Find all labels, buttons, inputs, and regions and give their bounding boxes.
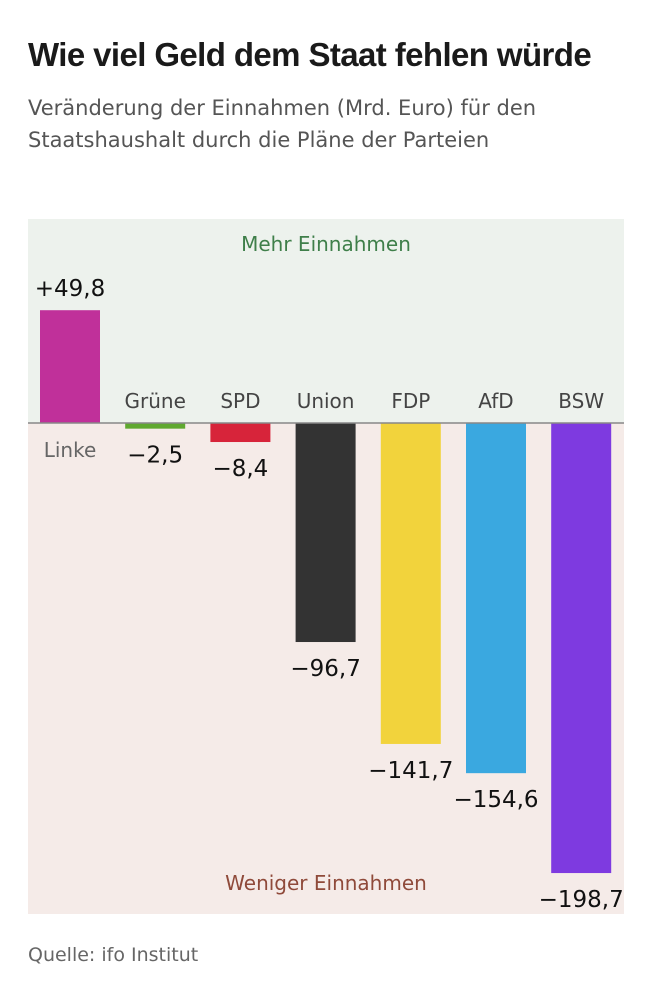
value-label-linke: +49,8: [35, 276, 105, 302]
negative-region-label: Weniger Einnahmen: [225, 871, 427, 895]
category-label-gruene: Grüne: [125, 389, 186, 413]
value-label-gruene: −2,5: [127, 443, 183, 469]
source-note: Quelle: ifo Institut: [28, 944, 199, 966]
bar-linke: [40, 310, 100, 423]
category-label-spd: SPD: [220, 389, 260, 413]
bar-union: [295, 423, 356, 643]
value-label-spd: −8,4: [212, 456, 268, 482]
chart-subtitle: Veränderung der Einnahmen (Mrd. Euro) fü…: [28, 96, 537, 152]
category-label-union: Union: [297, 389, 355, 413]
bar-gruene: [125, 423, 186, 429]
positive-region-label: Mehr Einnahmen: [241, 232, 411, 256]
value-label-fdp: −141,7: [368, 758, 453, 784]
category-label-bsw: BSW: [558, 389, 604, 413]
bar-spd: [210, 423, 271, 443]
bars-group: [40, 310, 612, 874]
value-label-union: −96,7: [290, 656, 360, 682]
value-label-bsw: −198,7: [539, 887, 624, 913]
bar-bsw: [551, 423, 612, 874]
category-label-afd: AfD: [478, 389, 513, 413]
bar-fdp: [380, 423, 441, 744]
category-label-linke: Linke: [44, 438, 97, 462]
labels-group: Linke +49,8 Grüne −2,5 SPD −8,4 Union −96,7 FDP −…: [35, 276, 624, 913]
bar-afd: [466, 423, 526, 774]
positive-region-background: [28, 219, 624, 423]
chart-title: Wie viel Geld dem Staat fehlen würde: [28, 36, 592, 73]
value-label-afd: −154,6: [453, 787, 538, 813]
category-label-fdp: FDP: [391, 389, 430, 413]
